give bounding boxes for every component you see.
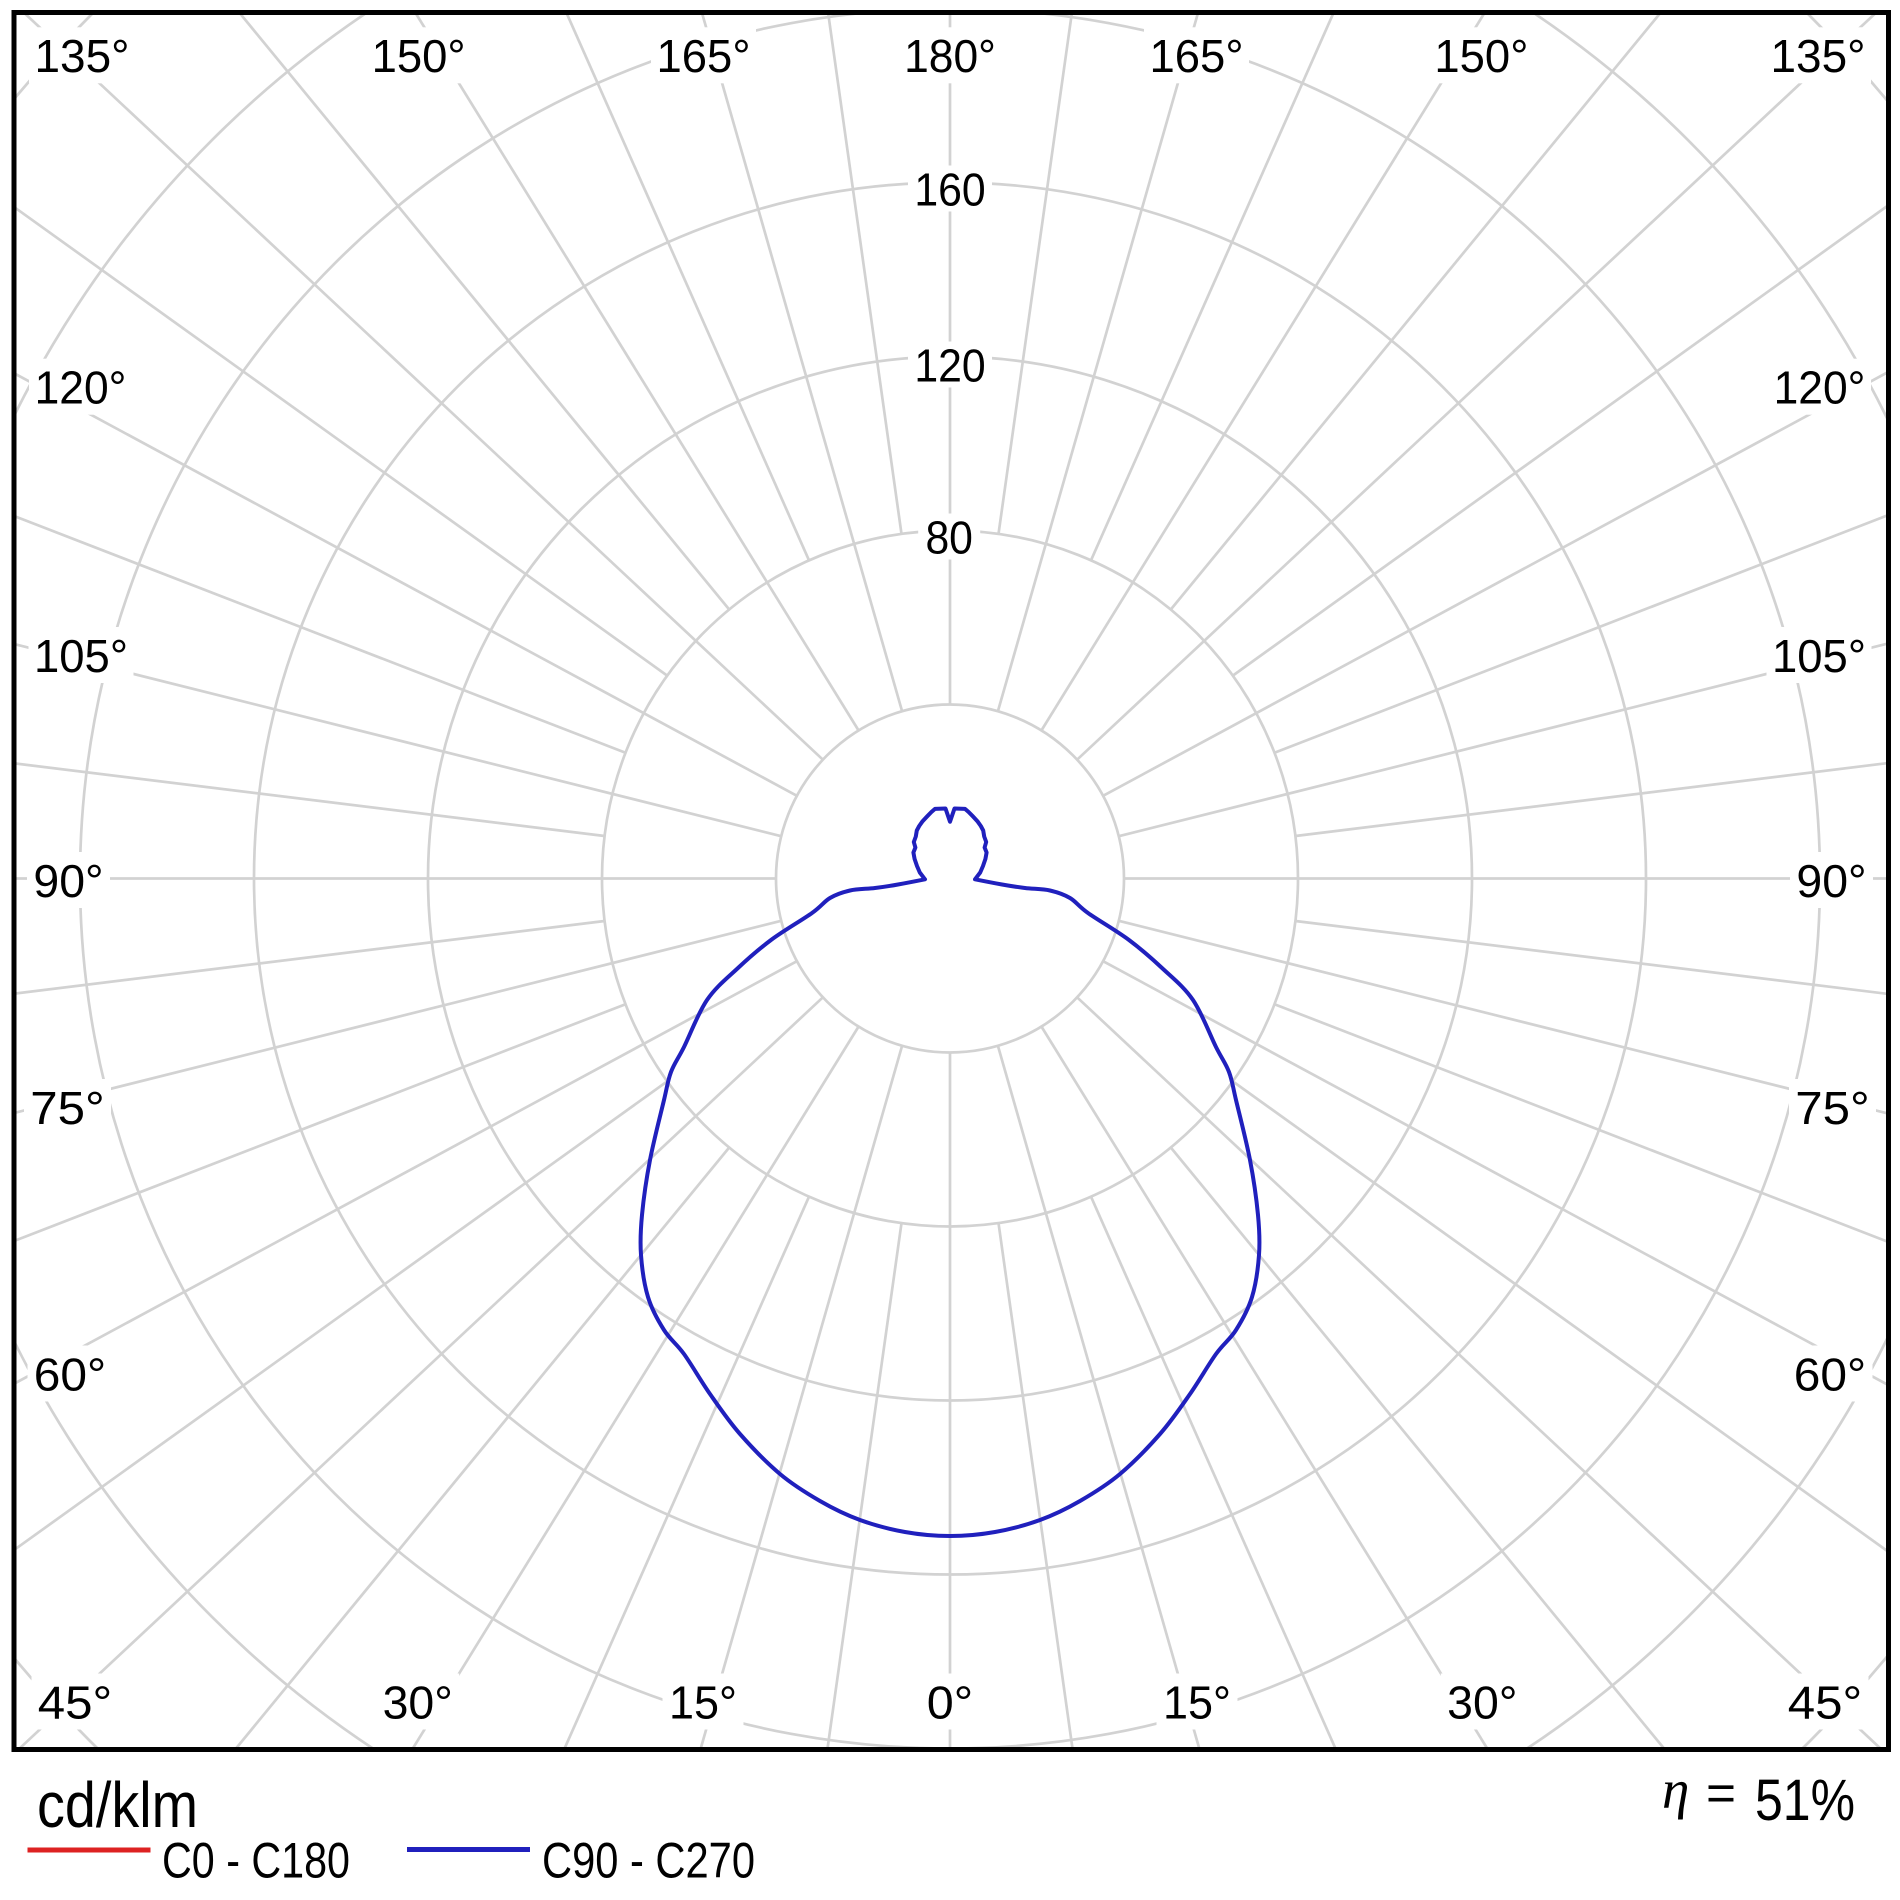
svg-text:165°: 165° [1150,30,1244,82]
svg-text:135°: 135° [35,30,130,82]
svg-text:105°: 105° [1772,630,1866,682]
svg-text:0°: 0° [927,1676,973,1728]
svg-text:45°: 45° [1788,1676,1863,1728]
svg-text:135°: 135° [1771,30,1866,82]
svg-text:75°: 75° [30,1082,105,1134]
svg-text:cd/klm: cd/klm [37,1769,198,1841]
svg-text:C0 - C180: C0 - C180 [162,1833,350,1889]
svg-text:60°: 60° [1794,1348,1866,1400]
svg-text:45°: 45° [38,1676,113,1728]
svg-text:150°: 150° [1434,30,1528,82]
svg-text:180°: 180° [904,30,996,82]
svg-text:15°: 15° [1163,1676,1231,1728]
svg-text:90°: 90° [33,855,103,907]
svg-text:75°: 75° [1795,1082,1870,1134]
svg-text:165°: 165° [657,30,751,82]
svg-text:30°: 30° [383,1676,453,1728]
svg-text:120°: 120° [35,362,127,414]
svg-text:η: η [1662,1759,1689,1820]
svg-text:15°: 15° [669,1676,737,1728]
svg-text:120°: 120° [1774,362,1866,414]
svg-text:30°: 30° [1447,1676,1517,1728]
svg-text:90°: 90° [1796,855,1866,907]
svg-text:150°: 150° [372,30,466,82]
svg-text:105°: 105° [34,630,128,682]
svg-text:C90 - C270: C90 - C270 [542,1833,755,1889]
svg-text:51%: 51% [1755,1768,1855,1833]
svg-text:80: 80 [925,511,973,563]
svg-text:=: = [1706,1765,1736,1821]
svg-text:120: 120 [914,339,985,391]
svg-text:160: 160 [914,163,985,215]
svg-text:60°: 60° [34,1348,106,1400]
